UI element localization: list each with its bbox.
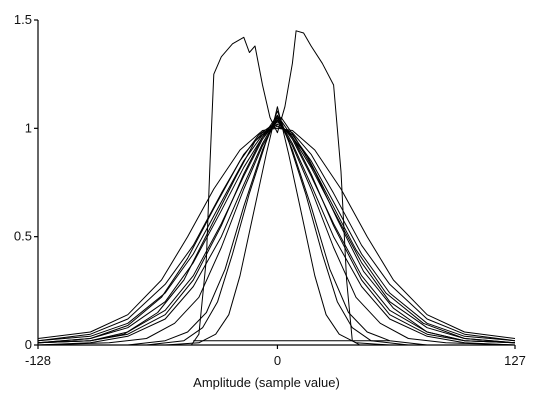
series-curve-8 bbox=[38, 114, 515, 346]
series-curve-5 bbox=[37, 125, 516, 342]
series-curve-11 bbox=[37, 117, 516, 344]
x-axis-label: Amplitude (sample value) bbox=[193, 375, 340, 390]
series-curve-2 bbox=[37, 119, 516, 344]
series-curve-9 bbox=[38, 110, 515, 346]
series-curve-3 bbox=[37, 123, 516, 342]
series-curve-4 bbox=[37, 117, 516, 346]
x-tick-label: 127 bbox=[504, 353, 526, 368]
y-tick-label: 1.5 bbox=[14, 12, 32, 27]
series-curve-6 bbox=[37, 114, 516, 344]
y-tick-label: 0 bbox=[25, 337, 32, 352]
series-curve-14 bbox=[38, 30, 515, 346]
curves-layer bbox=[37, 30, 516, 346]
series-curve-10 bbox=[37, 123, 516, 344]
ticks-layer: 00.511.5-128 0 127 bbox=[14, 12, 526, 368]
series-curve-13 bbox=[38, 106, 515, 346]
x-tick-label: -128 bbox=[25, 353, 51, 368]
y-tick-label: 1 bbox=[25, 120, 32, 135]
y-tick-label: 0.5 bbox=[14, 229, 32, 244]
x-tick-label: 0 bbox=[274, 353, 281, 368]
series-curve-1 bbox=[37, 121, 516, 344]
series-curve-12 bbox=[37, 127, 516, 339]
series-curve-7 bbox=[37, 119, 516, 346]
